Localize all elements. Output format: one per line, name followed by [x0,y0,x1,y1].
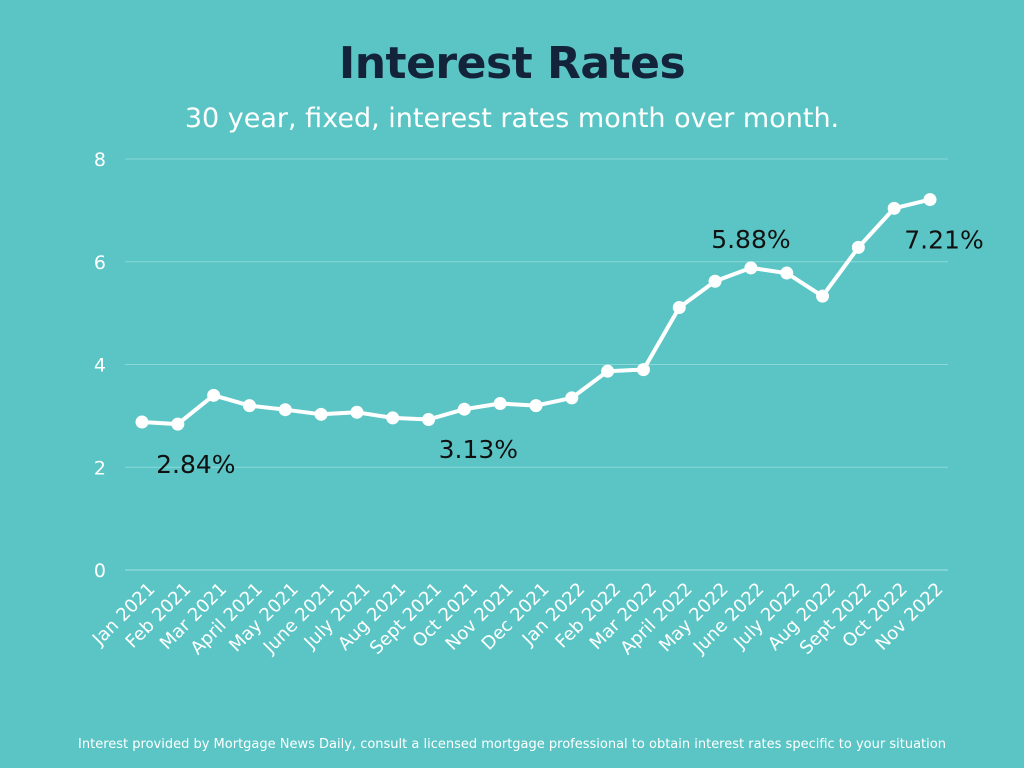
data-point [708,274,722,288]
data-point [601,364,615,378]
gridlines [125,158,948,571]
y-tick-label: 0 [94,560,106,582]
series-line-group [140,197,932,427]
data-point [851,240,865,254]
data-point [457,402,471,416]
data-point [314,407,328,421]
data-point [636,363,650,377]
data-point [422,412,436,426]
y-axis-tick-labels: 0 2 4 6 8 [94,149,106,582]
data-point [672,300,686,314]
data-label: 5.88% [711,225,790,254]
data-point [923,193,937,207]
y-tick-label: 8 [94,149,106,171]
data-point [816,289,830,303]
data-points [135,193,937,431]
data-point [565,391,579,405]
data-point [744,261,758,275]
data-point [386,411,400,425]
data-label: 7.21% [904,226,983,255]
chart-title: Interest Rates [338,38,686,89]
source-footnote: Interest provided by Mortgage News Daily… [78,737,946,752]
data-label: 2.84% [156,450,235,479]
data-point [887,201,901,215]
chart-subtitle: 30 year, fixed, interest rates month ove… [184,103,840,134]
data-point [350,405,364,419]
data-point [171,417,185,431]
data-point [242,399,256,413]
data-point [529,399,543,413]
data-label: 3.13% [439,435,518,464]
annotations: 2.84% 3.13% 5.88% 7.21% [156,225,984,479]
data-point [493,397,507,411]
data-point [278,403,292,417]
data-point [135,415,149,429]
y-tick-label: 6 [94,252,106,274]
data-point [207,388,221,402]
y-tick-label: 4 [94,355,106,377]
data-point [780,266,794,280]
series-line [140,197,932,427]
y-tick-label: 2 [94,457,106,479]
